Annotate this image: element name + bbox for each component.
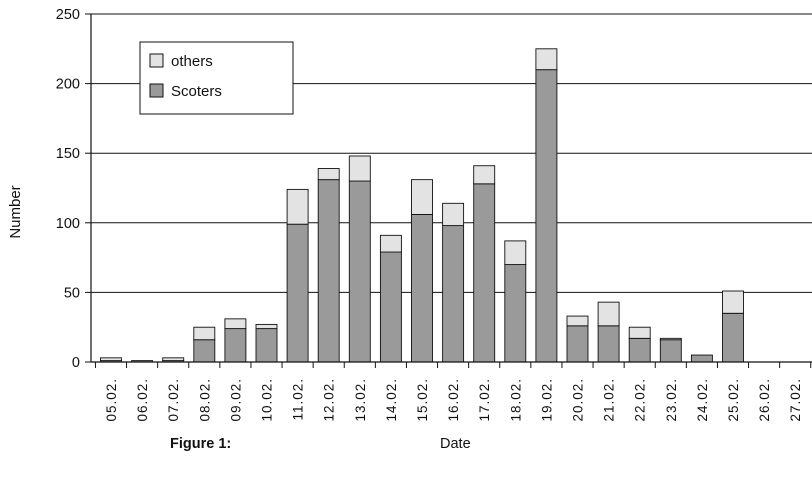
bar-scoters-1902 [535, 69, 558, 363]
bar-others-1902 [535, 48, 558, 71]
axes [85, 13, 812, 368]
bar-others-0502 [100, 357, 122, 362]
bar-others-1302 [348, 155, 371, 182]
bar-scoters-2202 [628, 337, 651, 363]
x-tick-label: 26.02. [757, 378, 772, 422]
x-tick-label: 12.02. [322, 378, 337, 422]
x-tick-label: 09.02. [228, 378, 243, 422]
bar-scoters-2102 [597, 325, 620, 363]
bar-scoters-1802 [504, 264, 527, 363]
bar-others-1802 [504, 240, 527, 266]
x-tick-label: 19.02. [539, 378, 554, 422]
bar-scoters-1102 [286, 223, 309, 363]
y-tick-label: 100 [56, 216, 80, 232]
y-tick-label: 250 [56, 7, 80, 23]
bar-scoters-1602 [442, 225, 465, 363]
legend-label-scoters: Scoters [171, 83, 222, 100]
x-tick-label: 21.02. [602, 378, 617, 422]
y-tick-label: 0 [72, 355, 80, 371]
y-axis-title: Number [7, 185, 24, 238]
bar-scoters-2002 [566, 325, 589, 363]
x-tick-label: 27.02. [788, 378, 803, 422]
bar-others-1102 [286, 188, 309, 225]
bar-others-0802 [193, 326, 216, 341]
bar-scoters-0802 [193, 339, 216, 363]
y-tick-label: 50 [64, 285, 80, 301]
bar-others-1202 [317, 168, 340, 181]
bar-others-2002 [566, 315, 589, 327]
bar-scoters-1002 [255, 328, 278, 363]
bar-scoters-2302 [659, 339, 682, 363]
bar-scoters-2402 [690, 354, 713, 363]
bar-others-1602 [442, 202, 465, 227]
y-tick-label: 150 [56, 146, 80, 162]
x-tick-label: 15.02. [415, 378, 430, 422]
bar-others-2502 [722, 290, 744, 314]
x-tick-label: 22.02. [633, 378, 648, 422]
bar-others-1002 [255, 323, 278, 330]
legend-box [139, 41, 294, 115]
bar-scoters-0902 [224, 328, 247, 363]
x-tick-labels: 05.02. 06.02. 07.02. 08.02. 09.02. 10.02. 11.0… [104, 378, 803, 422]
bar-scoters-1702 [473, 183, 496, 363]
y-tick-label: 200 [56, 77, 80, 93]
x-tick-label: 20.02. [571, 378, 586, 422]
x-tick-label: 23.02. [664, 378, 679, 422]
x-tick-label: 10.02. [260, 378, 275, 422]
bar-others-1402 [379, 234, 402, 253]
bar-others-2202 [628, 326, 651, 339]
bar-scoters-1402 [379, 251, 402, 363]
bar-scoters-1302 [348, 180, 371, 363]
bar-scoters-1502 [411, 213, 433, 363]
legend-swatch-others [149, 53, 164, 68]
x-tick-label: 24.02. [695, 378, 710, 422]
y-tick-labels: 0 50 100 150 200 250 [56, 7, 80, 371]
figure-label: Figure 1: [170, 436, 232, 452]
x-tick-label: 07.02. [166, 378, 181, 422]
bar-scoters-1202 [317, 179, 340, 363]
bar-scoters-2502 [722, 312, 744, 363]
x-axis-title: Date [440, 436, 471, 452]
bar-others-2102 [597, 301, 620, 327]
bar-others-2302 [659, 337, 682, 341]
x-tick-label: 08.02. [197, 378, 212, 422]
bars [100, 48, 744, 363]
x-tick-label: 06.02. [135, 378, 150, 422]
legend: others Scoters [139, 41, 294, 115]
x-tick-label: 13.02. [353, 378, 368, 422]
bar-others-1702 [473, 165, 496, 185]
x-tick-label: 05.02. [104, 378, 119, 422]
x-tick-label: 18.02. [508, 378, 523, 422]
x-tick-label: 11.02. [291, 378, 306, 421]
legend-swatch-scoters [149, 83, 164, 98]
x-tick-label: 25.02. [726, 378, 741, 422]
bar-others-0902 [224, 318, 247, 330]
legend-label-others: others [171, 53, 213, 70]
bar-others-1502 [411, 179, 433, 215]
x-tick-label: 14.02. [384, 378, 399, 422]
x-tick-label: 17.02. [477, 378, 492, 422]
bar-others-0702 [162, 357, 185, 362]
x-tick-label: 16.02. [446, 378, 461, 422]
